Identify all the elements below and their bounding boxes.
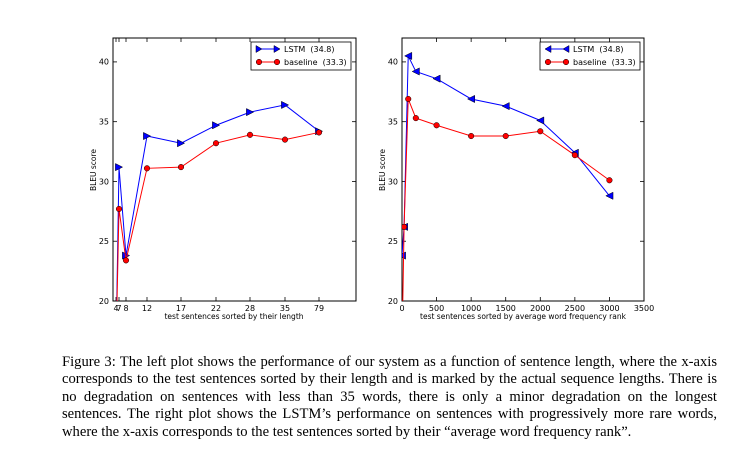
left-x-tick-label: 22 xyxy=(211,304,221,313)
left-legend: LSTM (34.8) baseline (33.3) xyxy=(250,41,352,71)
right-x-tick-label: 500 xyxy=(429,304,444,313)
left-legend-lstm-marker-end xyxy=(273,45,281,53)
left-legend-baseline-marker-end xyxy=(273,58,281,66)
right-legend-lstm-label: LSTM (34.8) xyxy=(573,45,623,54)
left-series-0-point-4 xyxy=(177,139,186,148)
right-legend-lstm-marker-start xyxy=(544,45,552,53)
left-plot-frame xyxy=(112,37,357,302)
right-series-0-point-3 xyxy=(411,67,420,76)
left-series-1-point-4 xyxy=(177,164,185,171)
left-legend-lstm-marker-start xyxy=(255,45,263,53)
right-series-0-point-5 xyxy=(466,94,475,103)
right-x-tick-label: 2000 xyxy=(530,304,550,313)
left-series-0-point-3 xyxy=(143,132,152,141)
left-series-1-point-7 xyxy=(281,136,289,143)
left-legend-baseline-label: baseline (33.3) xyxy=(284,58,347,67)
right-y-tick-label: 25 xyxy=(388,237,398,246)
left-x-tick-label: 79 xyxy=(314,304,324,313)
right-series-1-point-3 xyxy=(412,115,419,122)
right-series-0-point-2 xyxy=(404,51,413,60)
right-legend-baseline-marker-end xyxy=(562,58,570,66)
right-legend: LSTM (34.8) baseline (33.3) xyxy=(539,41,641,71)
right-x-tick-label: 1500 xyxy=(496,304,516,313)
left-series-1-point-8 xyxy=(315,129,323,136)
left-x-tick-label: 35 xyxy=(280,304,290,313)
right-x-tick-label: 3500 xyxy=(634,304,654,313)
right-y-tick-label: 40 xyxy=(388,58,398,67)
left-series-1-point-3 xyxy=(143,165,151,172)
left-x-tick-label: 4 xyxy=(113,304,118,313)
left-legend-baseline-marker-start xyxy=(255,58,263,66)
right-x-axis-label: test sentences sorted by average word fr… xyxy=(420,312,627,321)
right-y-axis-label: BLEU score xyxy=(378,149,387,191)
left-y-tick-label: 20 xyxy=(99,297,109,306)
right-series-line-1 xyxy=(402,98,610,301)
right-x-tick-label: 2500 xyxy=(565,304,585,313)
right-series-1-point-4 xyxy=(433,122,440,129)
left-series-1-point-1 xyxy=(115,205,123,212)
right-series-1-point-8 xyxy=(571,152,578,159)
right-legend-box xyxy=(539,41,641,71)
left-y-tick-label: 30 xyxy=(99,177,109,186)
right-series-0-point-7 xyxy=(536,116,545,125)
right-series-0-point-6 xyxy=(501,102,510,111)
left-series-1-point-2 xyxy=(122,257,130,264)
right-series-1-point-5 xyxy=(468,132,475,140)
right-series-0-point-9 xyxy=(605,191,614,200)
left-y-tick-label: 40 xyxy=(99,58,109,67)
right-y-tick-label: 30 xyxy=(388,177,398,186)
left-x-tick-label: 12 xyxy=(142,304,152,313)
right-legend-baseline-label: baseline (33.3) xyxy=(573,58,636,67)
left-legend-lstm-label: LSTM (34.8) xyxy=(284,45,334,54)
right-series-0-point-4 xyxy=(432,74,441,83)
left-series-1-point-6 xyxy=(246,131,254,138)
right-x-tick-label: 1000 xyxy=(461,304,481,313)
left-series-1-point-5 xyxy=(212,140,220,147)
left-y-tick-label: 25 xyxy=(99,237,109,246)
right-series-1-point-9 xyxy=(606,177,613,184)
left-plot: 20 25 30 35 40 47 8 12 17 22 28 35 79 test sentence… xyxy=(89,37,357,321)
left-x-tick-label: 8 xyxy=(123,304,128,313)
figure-caption: Figure 3: The left plot shows the perfor… xyxy=(62,354,717,440)
right-legend-lstm-marker-end xyxy=(562,45,570,53)
right-x-tick-label: 0 xyxy=(399,304,404,313)
right-series-1-point-2 xyxy=(405,95,412,103)
left-series-0-point-6 xyxy=(246,108,255,117)
right-series-line-0 xyxy=(402,55,610,256)
left-x-axis-label: test sentences sorted by their length xyxy=(164,312,303,321)
left-legend-box xyxy=(250,41,352,71)
left-series-0-point-5 xyxy=(212,121,221,130)
right-y-tick-label: 35 xyxy=(388,117,398,126)
left-x-tick-label: 28 xyxy=(245,304,255,313)
left-y-tick-label: 35 xyxy=(99,117,109,126)
right-series-1-point-6 xyxy=(502,132,509,140)
right-series-1-point-7 xyxy=(537,128,544,135)
right-series-1-point-1 xyxy=(402,223,408,230)
right-x-tick-label: 3000 xyxy=(599,304,619,313)
right-legend-baseline-marker-start xyxy=(544,58,552,66)
left-x-tick-label: 7 xyxy=(116,304,121,313)
left-x-tick-label: 17 xyxy=(176,304,186,313)
left-y-axis-label: BLEU score xyxy=(89,149,98,191)
left-series-0-point-1 xyxy=(115,163,124,172)
right-y-tick-label: 20 xyxy=(388,297,398,306)
left-series-0-point-7 xyxy=(281,100,290,109)
figure-charts: 20 25 30 35 40 47 8 12 17 22 28 35 79 test sentence… xyxy=(89,37,654,321)
